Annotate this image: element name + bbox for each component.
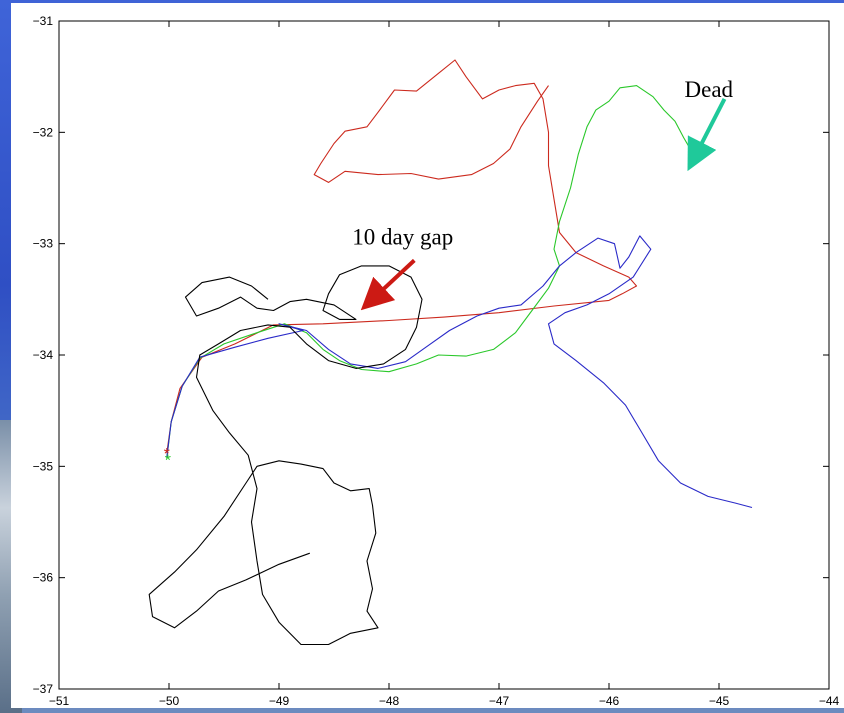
trajectory-line-2 (166, 85, 696, 459)
annotation-arrow-1 (687, 98, 727, 172)
y-tick-label: −35 (33, 459, 54, 473)
y-tick-label: −34 (33, 348, 54, 362)
figure-panel: −51 −50 −49 −48 −47 −46 −45 −44 −31 −32 −33 −34 −35 −… (11, 0, 844, 708)
x-tick-label: −44 (819, 694, 840, 708)
annotation-arrow-2 (360, 258, 416, 311)
x-tick-label: −45 (709, 694, 730, 708)
y-tick-label: −37 (33, 682, 54, 696)
x-tick-label: −50 (159, 694, 180, 708)
trajectory-line-4 (148, 265, 423, 646)
x-tick-label: −46 (599, 694, 620, 708)
x-tick-label: −49 (269, 694, 290, 708)
annotation-label-1: Dead (685, 77, 734, 102)
x-tick-label: −51 (49, 694, 70, 708)
y-tick-label: −36 (33, 571, 54, 585)
trajectory-line-1 (166, 59, 638, 454)
series-layer: ** (148, 59, 753, 646)
x-tick-label: −47 (489, 694, 510, 708)
y-tick-label: −32 (33, 125, 54, 139)
annotation-layer: Dead 10 day gap (352, 77, 734, 311)
start-marker-2: * (165, 453, 171, 470)
y-tick-label: −33 (33, 237, 54, 251)
start-marker-1: * (164, 446, 170, 463)
x-tick-label: −48 (379, 694, 400, 708)
y-tick-label: −31 (33, 14, 54, 28)
axes-layer: −51 −50 −49 −48 −47 −46 −45 −44 −31 −32 −33 −34 −35 −… (33, 14, 840, 708)
trajectory-line-3 (166, 235, 753, 509)
annotation-label-2: 10 day gap (352, 224, 453, 249)
trajectory-plot: −51 −50 −49 −48 −47 −46 −45 −44 −31 −32 −33 −34 −35 −… (33, 14, 840, 708)
